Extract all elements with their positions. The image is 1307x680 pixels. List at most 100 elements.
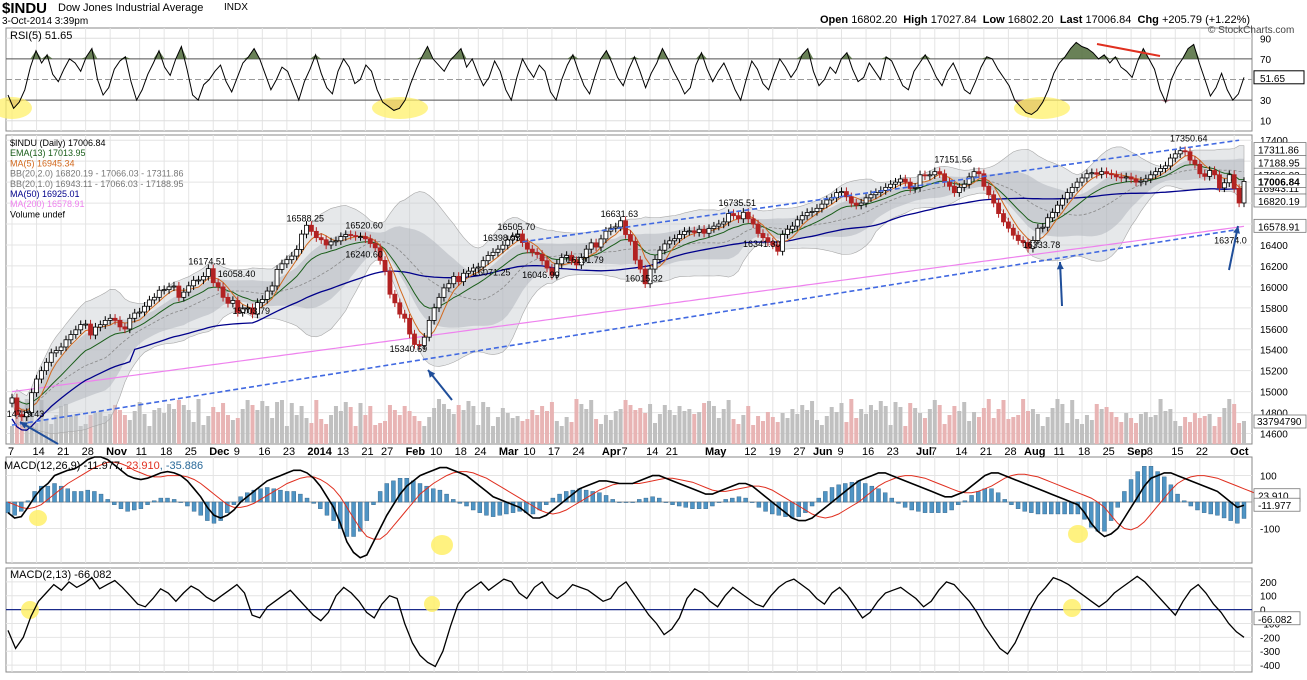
x-axis-label: 7 xyxy=(8,446,14,458)
x-axis-label: 21 xyxy=(361,446,373,458)
macd-histogram-bar xyxy=(869,485,875,503)
macd-histogram-bar xyxy=(909,501,914,511)
macd-histogram-bar xyxy=(304,497,310,503)
macd-histogram-bar xyxy=(39,485,44,503)
price-tick-label: 15200 xyxy=(1260,367,1288,378)
macd-histogram-bar xyxy=(657,497,662,503)
volume-bar xyxy=(329,415,334,444)
volume-bar xyxy=(211,407,216,444)
macd-histogram-bar xyxy=(318,501,323,509)
macd-tick-label: -100 xyxy=(1260,525,1280,536)
macd-histogram-bar xyxy=(384,483,389,503)
price-tick-label: 15400 xyxy=(1260,346,1288,357)
volume-bar xyxy=(1001,400,1006,444)
macd-histogram-bar xyxy=(1095,501,1101,532)
volume-bar xyxy=(795,414,800,444)
volume-bar xyxy=(711,406,716,444)
macd-histogram-bar xyxy=(377,491,383,503)
volume-bar xyxy=(545,411,550,444)
volume-bar xyxy=(903,426,908,444)
callout-arrow xyxy=(19,421,59,445)
candle-body xyxy=(731,213,736,217)
macd-histogram-bar xyxy=(284,491,290,503)
macd-histogram-bar xyxy=(198,501,203,516)
x-axis-label: Sep xyxy=(1127,446,1147,458)
volume-bar xyxy=(1070,400,1075,444)
candle-body xyxy=(171,285,177,288)
volume-bar xyxy=(59,406,64,444)
volume-bar xyxy=(741,415,746,444)
volume-bar xyxy=(1197,418,1202,444)
volume-bar xyxy=(672,415,677,444)
candle-body xyxy=(426,319,432,338)
candle-body xyxy=(299,233,304,250)
candle-body xyxy=(53,350,59,354)
candle-body xyxy=(1143,178,1149,182)
candle-body xyxy=(500,244,506,250)
macd-histogram-bar xyxy=(98,493,104,503)
volume-bar xyxy=(157,408,162,444)
volume-bar xyxy=(250,405,255,444)
macd-histogram-bar xyxy=(610,499,615,503)
candle-body xyxy=(750,218,756,225)
macd-histogram-bar xyxy=(72,491,77,503)
candle-body xyxy=(1187,151,1193,161)
candle-body xyxy=(210,268,216,284)
volume-bar xyxy=(255,410,260,444)
candle-body xyxy=(274,268,280,287)
macd-histogram-bar xyxy=(1022,501,1027,512)
volume-bar xyxy=(972,412,977,444)
volume-bar xyxy=(270,418,275,444)
x-axis-label: 23 xyxy=(887,446,899,458)
candle-body xyxy=(1158,168,1163,173)
macd-histogram-bar xyxy=(78,491,84,503)
macd-histogram-bar xyxy=(404,478,409,503)
candle-body xyxy=(524,242,530,250)
candle-body xyxy=(1059,198,1065,206)
macd-histogram-bar xyxy=(1228,501,1233,521)
candle-body xyxy=(490,251,496,256)
macd2-highlight-marker xyxy=(1063,599,1081,617)
macd-histogram-bar xyxy=(743,497,748,503)
volume-bar xyxy=(162,413,167,444)
candle-body xyxy=(966,176,972,185)
volume-bar xyxy=(540,406,545,444)
candle-body xyxy=(1192,159,1198,165)
volume-bar xyxy=(476,425,481,444)
macd-histogram-bar xyxy=(1055,501,1061,515)
macd-histogram-bar xyxy=(623,501,629,503)
volume-bar xyxy=(648,404,653,444)
volume-bar xyxy=(520,421,525,444)
macd-legend-signal: 23.910 xyxy=(126,460,160,472)
volume-bar xyxy=(88,415,93,444)
price-legend-item: BB(20,2.0) 16820.19 - 17066.03 - 17311.8… xyxy=(10,169,183,179)
rsi-highlight-marker xyxy=(0,97,32,119)
candle-body xyxy=(515,233,520,238)
price-annotation: 16046.99 xyxy=(522,270,560,280)
candle-body xyxy=(706,228,712,234)
candle-body xyxy=(318,237,324,241)
macd-histogram-bar xyxy=(1009,501,1014,505)
volume-bar xyxy=(1217,417,1222,444)
price-annotation: 16174.51 xyxy=(188,257,226,267)
volume-bar xyxy=(407,411,412,444)
macd-histogram-bar xyxy=(470,501,476,511)
low-value: 16802.20 xyxy=(1007,14,1054,26)
x-axis-label: 18 xyxy=(1078,446,1090,458)
x-axis-label: Feb xyxy=(406,446,426,458)
candle-body xyxy=(520,233,525,244)
volume-bar xyxy=(608,420,613,444)
price-tick-label: 16000 xyxy=(1260,283,1288,294)
candle-body xyxy=(799,215,805,221)
candle-body xyxy=(932,171,938,176)
candle-body xyxy=(466,270,471,274)
macd-histogram-bar xyxy=(563,491,569,503)
macd-histogram-bar xyxy=(1241,501,1247,519)
volume-bar xyxy=(230,420,235,444)
volume-bar xyxy=(260,401,265,444)
candle-body xyxy=(544,260,550,269)
candle-body xyxy=(48,352,54,363)
candle-body xyxy=(564,255,570,258)
volume-bar xyxy=(392,410,397,444)
candle-body xyxy=(863,197,869,204)
